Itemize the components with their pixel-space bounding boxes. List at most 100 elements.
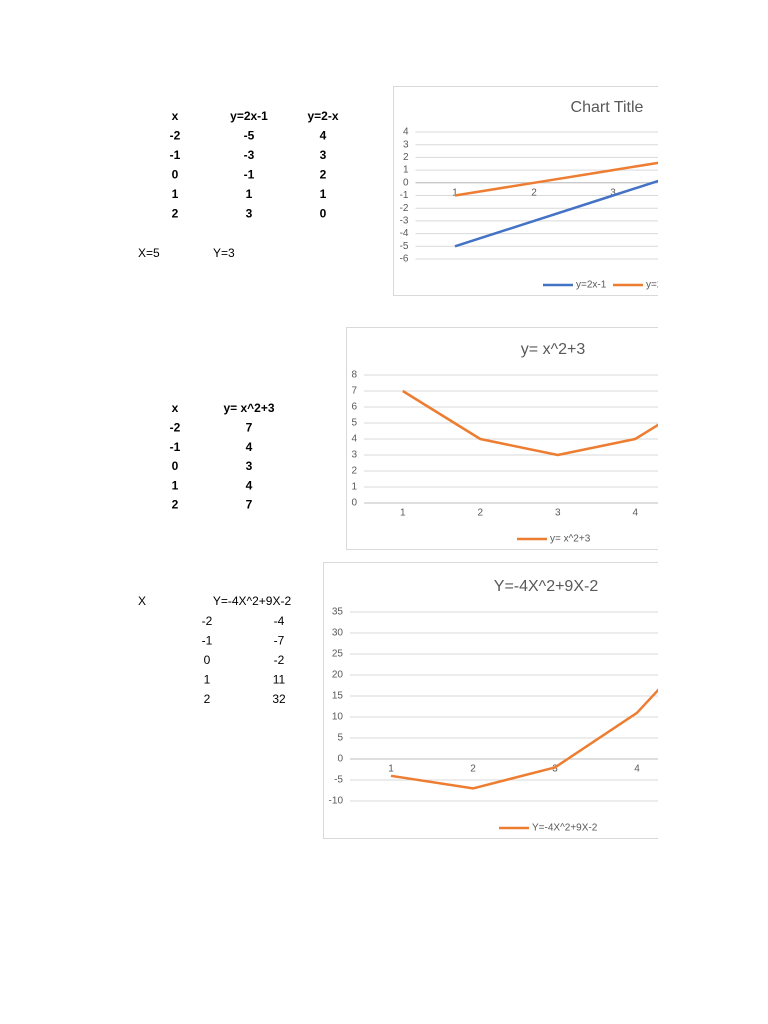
y-tick-label: -10 bbox=[329, 796, 344, 807]
legend-label: y=2-x bbox=[646, 280, 671, 291]
y-tick-label: -3 bbox=[400, 216, 409, 227]
y-tick-label: 35 bbox=[332, 607, 344, 618]
table-cell: 4 bbox=[320, 129, 327, 143]
table-cell: -2 bbox=[170, 420, 181, 434]
y-tick-label: 3 bbox=[403, 139, 409, 150]
y-tick-label: -2 bbox=[400, 203, 409, 214]
table-header: y= x^2+3 bbox=[223, 401, 274, 415]
note: Y=3 bbox=[213, 246, 235, 260]
y-tick-label: 1 bbox=[403, 165, 409, 176]
x-tick-label: 2 bbox=[470, 764, 476, 775]
y-tick-label: 10 bbox=[332, 712, 344, 723]
table-cell: -2 bbox=[170, 129, 181, 143]
y-tick-label: 1 bbox=[351, 482, 357, 493]
table-cell: 2 bbox=[172, 207, 179, 221]
x-tick-label: 2 bbox=[531, 187, 537, 198]
x-tick-label: 5 bbox=[716, 764, 722, 775]
legend-label: y=2x-1 bbox=[576, 280, 607, 291]
chart: y= x^2+3 0 1 2 3 4 5 6 7 8 1 2 3 4 5 y= x^2+3 bbox=[346, 327, 716, 550]
x-tick-label: 3 bbox=[610, 187, 616, 198]
x-tick-label: 1 bbox=[452, 187, 458, 198]
chart-title: Y=-4X^2+9X-2 bbox=[494, 578, 599, 595]
table-header: x bbox=[172, 401, 179, 415]
table-cell: 2 bbox=[204, 692, 211, 706]
legend-label: y= x^2+3 bbox=[550, 534, 591, 545]
series-line bbox=[390, 688, 658, 790]
x-tick-label: 1 bbox=[388, 764, 394, 775]
table: x y=2x-1 y=2-x -2 -5 4 -1 -3 3 0 -1 2 1 1 1 2 3 0 bbox=[170, 109, 339, 221]
y-tick-label: 4 bbox=[403, 127, 409, 138]
table: X Y=-4X^2+9X-2-2 -4-1 -70 -21 112 32 bbox=[138, 594, 292, 706]
y-tick-label: 30 bbox=[332, 628, 344, 639]
table-cell: 4 bbox=[246, 478, 253, 492]
chart-title: y= x^2+3 bbox=[521, 341, 586, 358]
chart: Chart Title-6-5-4-3-2-10123412345y=2x-1y… bbox=[393, 86, 695, 296]
x-tick-label: 4 bbox=[689, 187, 695, 198]
y-tick-label: -6 bbox=[400, 254, 409, 265]
y-tick-label: 8 bbox=[351, 370, 357, 381]
table-cell: 0 bbox=[172, 168, 179, 182]
series-line bbox=[454, 161, 658, 197]
note: X=5 bbox=[138, 246, 160, 260]
table-cell: 0 bbox=[172, 459, 179, 473]
y-tick-label: -4 bbox=[400, 228, 409, 239]
x-tick-label: 4 bbox=[632, 508, 638, 519]
y-tick-label: -5 bbox=[400, 241, 409, 252]
table-cell: 1 bbox=[246, 187, 253, 201]
y-tick-label: 0 bbox=[403, 177, 409, 188]
chart-frame bbox=[393, 86, 658, 296]
table-cell: 4 bbox=[246, 440, 253, 454]
y-tick-label: 7 bbox=[351, 386, 357, 397]
table-header: x bbox=[172, 109, 179, 123]
table: x y= x^2+3 -2 7 -1 4 0 3 1 4 2 7 bbox=[170, 401, 275, 512]
table-cell: 7 bbox=[246, 420, 253, 434]
y-tick-label: 20 bbox=[332, 670, 344, 681]
y-tick-label: -1 bbox=[400, 190, 409, 201]
y-tick-label: 15 bbox=[332, 691, 344, 702]
x-tick-label: 5 bbox=[710, 508, 716, 519]
table-cell: -5 bbox=[244, 129, 255, 143]
table-cell: 11 bbox=[273, 673, 286, 687]
table-cell: 1 bbox=[172, 187, 179, 201]
table-header: y=2-x bbox=[307, 109, 338, 123]
chart-frame bbox=[323, 562, 658, 839]
chart: Y=-4X^2+9X-2 -10 -5 0 5 10 15 20 25 30 35 1 2 3 4 5 Y=-4… bbox=[323, 562, 722, 839]
y-tick-label: 25 bbox=[332, 649, 344, 660]
table-cell: 2 bbox=[320, 168, 327, 182]
table-cell: -4 bbox=[274, 614, 285, 628]
y-tick-label: 4 bbox=[351, 434, 357, 445]
x-tick-label: 4 bbox=[634, 764, 640, 775]
table-header: Y=-4X^2+9X-2 bbox=[213, 594, 292, 608]
x-tick-label: 3 bbox=[552, 764, 558, 775]
table-cell: -3 bbox=[244, 148, 255, 162]
y-tick-label: 2 bbox=[403, 152, 409, 163]
table-cell: 3 bbox=[320, 148, 327, 162]
table-cell: -1 bbox=[244, 168, 255, 182]
table-cell: 1 bbox=[172, 478, 179, 492]
table-cell: 3 bbox=[246, 207, 253, 221]
series-line bbox=[454, 179, 658, 248]
table-cell: 3 bbox=[246, 459, 253, 473]
table-cell: -1 bbox=[170, 440, 181, 454]
y-tick-label: 6 bbox=[351, 402, 357, 413]
table-cell: -2 bbox=[202, 614, 213, 628]
table-cell: -1 bbox=[170, 148, 181, 162]
table-cell: -2 bbox=[274, 653, 285, 667]
y-tick-label: 3 bbox=[351, 450, 357, 461]
legend-label: Y=-4X^2+9X-2 bbox=[532, 823, 598, 834]
x-tick-label: 1 bbox=[400, 508, 406, 519]
y-tick-label: 0 bbox=[351, 498, 357, 509]
table-cell: -7 bbox=[274, 633, 285, 647]
y-tick-label: 5 bbox=[337, 733, 343, 744]
y-tick-label: 5 bbox=[351, 418, 357, 429]
y-tick-label: 2 bbox=[351, 466, 357, 477]
x-tick-label: 2 bbox=[477, 508, 483, 519]
table-cell: 32 bbox=[272, 692, 286, 706]
table-header: y=2x-1 bbox=[230, 109, 268, 123]
table-cell: 1 bbox=[204, 673, 211, 687]
x-tick-label: 3 bbox=[555, 508, 561, 519]
table-cell: 1 bbox=[320, 187, 327, 201]
table-cell: 0 bbox=[320, 207, 327, 221]
